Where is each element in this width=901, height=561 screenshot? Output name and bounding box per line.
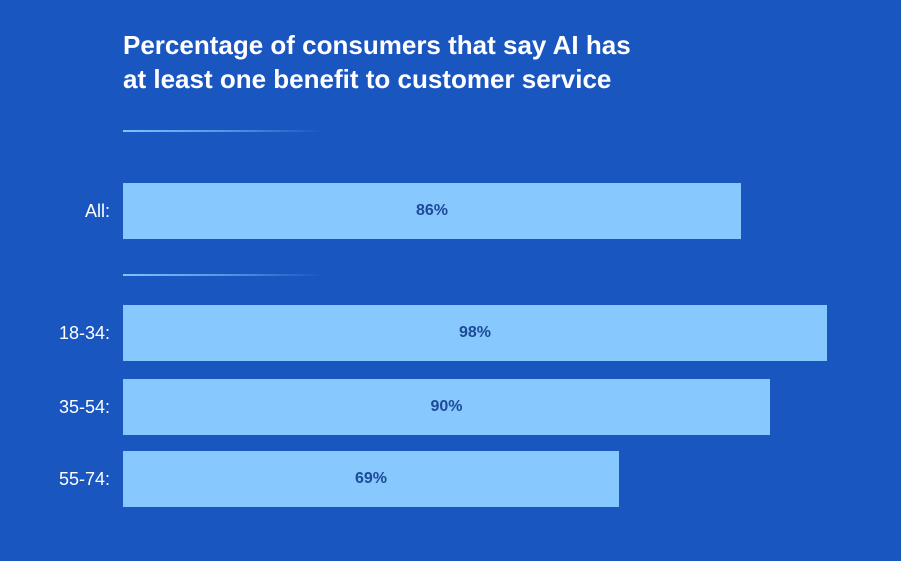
category-label-all: All: xyxy=(84,201,110,221)
bar-all: 86% xyxy=(123,183,741,239)
group-divider xyxy=(123,274,323,276)
chart-title-line-2: at least one benefit to customer service xyxy=(123,64,612,94)
value-label-18-34: 98% xyxy=(458,324,492,341)
category-label-18-34: 18-34: xyxy=(58,323,110,343)
category-label-55-74: 55-74: xyxy=(58,469,110,489)
value-label-55-74: 69% xyxy=(354,470,388,487)
value-label-35-54: 90% xyxy=(430,398,463,415)
bar-35-54: 90% xyxy=(123,379,770,435)
bar-55-74: 69% xyxy=(123,451,619,507)
chart-title: Percentage of consumers that say AI has … xyxy=(123,28,743,96)
chart-title-line-1: Percentage of consumers that say AI has xyxy=(123,30,631,60)
bar-18-34: 98% xyxy=(123,305,827,361)
value-label-all: 86% xyxy=(415,202,449,219)
title-divider xyxy=(123,130,323,132)
category-label-35-54: 35-54: xyxy=(58,397,110,417)
